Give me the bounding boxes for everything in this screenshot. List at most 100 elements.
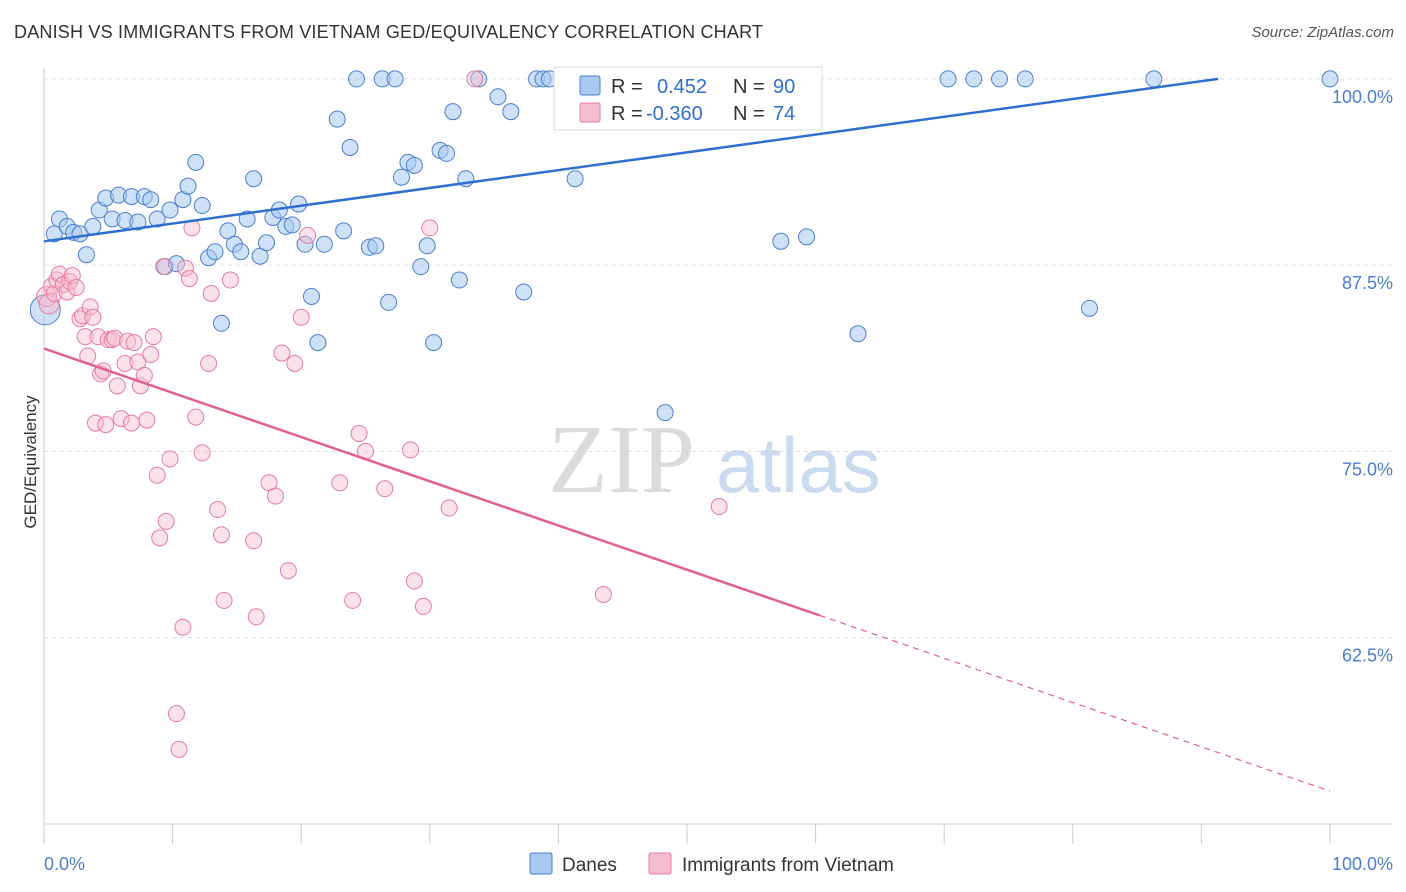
stats-vietnam-swatch (579, 102, 601, 123)
danes-point (502, 103, 520, 121)
vietnam-point (187, 408, 205, 426)
danes-point (1321, 70, 1339, 88)
vietnam-point (466, 70, 484, 88)
vietnam-point (440, 499, 458, 517)
watermark-atlas: atlas (716, 421, 881, 509)
danes-point (566, 170, 584, 188)
danes-point (1145, 70, 1163, 88)
vietnam-point (144, 328, 162, 346)
vietnam-point (376, 480, 394, 498)
vietnam-point (67, 279, 85, 296)
legend-danes-label: Danes (562, 855, 617, 876)
danes-point (367, 237, 385, 255)
y-tick-label-1: 87.5% (1342, 273, 1393, 293)
danes-trendline (43, 77, 1219, 243)
vietnam-point (421, 219, 439, 237)
danes-point (515, 283, 533, 301)
stats-vietnam-n-value: 74 (773, 103, 795, 125)
vietnam-point (279, 562, 297, 580)
danes-point (412, 258, 430, 276)
gridlines (44, 78, 1392, 639)
danes-point (193, 197, 211, 215)
vietnam-point (161, 450, 179, 468)
vietnam-point (209, 501, 227, 519)
danes-point (45, 225, 63, 243)
danes-point (142, 191, 160, 209)
stats-danes-r-value: 0.452 (657, 76, 707, 98)
vietnam-point (155, 258, 173, 276)
vietnam-point (202, 284, 220, 302)
y-axis-label: GED/Equivalency (21, 395, 40, 529)
danes-point (939, 70, 957, 88)
vietnam-point (331, 474, 349, 492)
vietnam-point (180, 270, 198, 288)
vietnam-point (58, 283, 76, 301)
y-tick-label-3: 62.5% (1342, 646, 1393, 666)
y-tick-labels: 100.0% 87.5% 75.0% 62.5% (1332, 87, 1393, 666)
vietnam-point (108, 377, 126, 395)
vietnam-trendline (43, 347, 820, 617)
vietnam-point (167, 705, 185, 723)
vietnam-point (112, 410, 130, 428)
danes-point (965, 70, 983, 88)
vietnam-point (97, 416, 115, 434)
danes-point (302, 287, 320, 305)
x-tick-labels: 0.0% 100.0% (44, 854, 1393, 874)
vietnam-point (174, 618, 192, 636)
danes-point (1016, 70, 1034, 88)
vietnam-point (76, 328, 94, 346)
stats-vietnam-n-label: N = (733, 103, 765, 125)
stats-danes-n-value: 90 (773, 76, 795, 98)
danes-point (1081, 299, 1099, 317)
vietnam-point (594, 585, 612, 603)
chart-source: Source: ZipAtlas.com (1251, 24, 1394, 41)
vietnam-point (176, 259, 194, 277)
vietnam-point (405, 572, 423, 590)
danes-point (656, 404, 674, 422)
vietnam-point (119, 332, 137, 350)
danes-point (489, 88, 507, 106)
vietnam-points (36, 70, 728, 758)
danes-point (179, 177, 197, 195)
danes-point (341, 138, 359, 156)
danes-point (444, 103, 462, 121)
vietnam-point (99, 331, 117, 349)
vietnam-point (81, 298, 99, 316)
danes-point (245, 170, 263, 188)
danes-point (84, 217, 102, 235)
stats-vietnam-r-value: -0.360 (646, 103, 703, 125)
danes-point (849, 325, 867, 343)
vietnam-trendline-extension (819, 614, 1331, 792)
watermark-zip: ZIP (548, 406, 695, 514)
vietnam-point (122, 414, 140, 432)
vietnam-point (266, 487, 284, 505)
vietnam-point (299, 226, 317, 244)
vietnam-point (350, 425, 368, 443)
danes-point (438, 144, 456, 162)
vietnam-point (200, 354, 218, 372)
y-tick-label-2: 75.0% (1342, 459, 1393, 479)
vietnam-point (273, 344, 291, 362)
vietnam-point (193, 444, 211, 462)
danes-point (148, 210, 166, 228)
vietnam-point (221, 271, 239, 289)
vietnam-point (344, 591, 362, 609)
danes-point (161, 201, 179, 219)
vietnam-point (142, 346, 160, 364)
danes-point (425, 334, 443, 352)
danes-point (167, 255, 185, 273)
danes-point (418, 237, 436, 255)
vietnam-point (125, 334, 143, 352)
danes-point (347, 70, 365, 88)
vietnam-point (106, 329, 124, 347)
legend-vietnam-swatch (648, 852, 672, 875)
danes-point (405, 156, 423, 174)
danes-point (206, 243, 224, 261)
danes-point (187, 153, 205, 171)
vietnam-point (148, 466, 166, 484)
danes-point (772, 232, 790, 250)
danes-point (283, 216, 301, 234)
danes-point (309, 334, 327, 352)
x-tick-label-0: 0.0% (44, 854, 85, 874)
vietnam-point (215, 591, 233, 609)
